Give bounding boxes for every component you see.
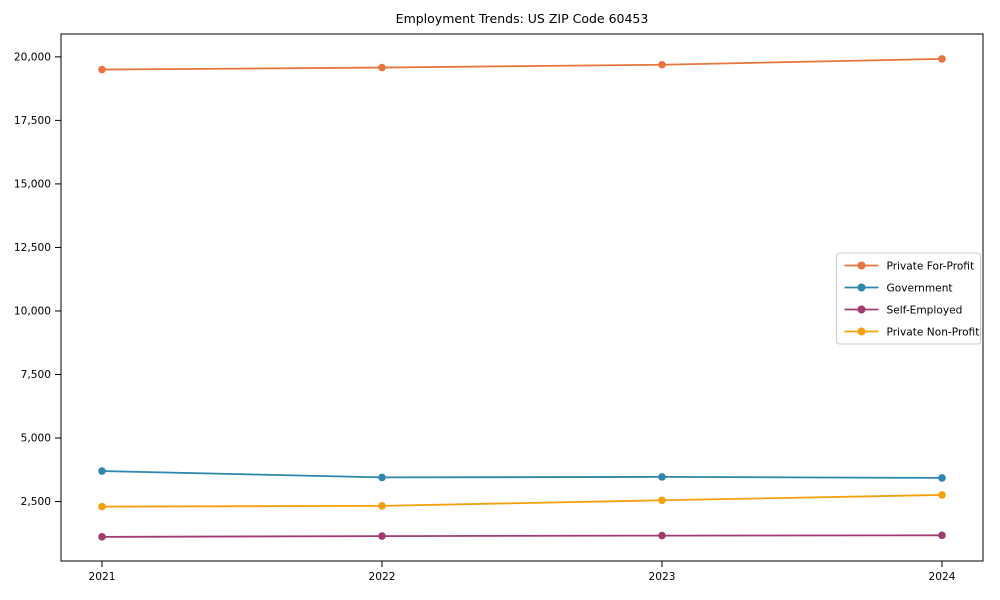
y-tick-label: 5,000 — [21, 433, 52, 445]
data-point-government — [658, 473, 666, 481]
y-tick-label: 2,500 — [21, 496, 52, 508]
y-tick-label: 20,000 — [14, 51, 51, 63]
plot-border — [60, 33, 984, 562]
y-tick-label: 12,500 — [14, 242, 51, 254]
x-tick-label: 2023 — [649, 571, 676, 583]
legend-label-private-for-profit: Private For-Profit — [887, 260, 975, 272]
legend-label-private-non-profit: Private Non-Profit — [887, 326, 980, 338]
data-point-private-non-profit — [98, 502, 106, 511]
series-line-self-employed — [101, 534, 943, 538]
x-tick-label: 2024 — [929, 571, 956, 583]
data-point-government — [378, 473, 386, 482]
y-tick-label: 7,500 — [21, 369, 52, 381]
x-tick-label: 2021 — [89, 571, 116, 583]
data-point-self-employed — [378, 532, 386, 540]
data-point-private-for-profit — [98, 65, 106, 74]
data-point-private-for-profit — [658, 60, 666, 69]
y-tick-label: 10,000 — [14, 306, 51, 318]
legend-label-self-employed: Self-Employed — [887, 304, 963, 316]
legend-label-government: Government — [887, 282, 953, 294]
chart-title: Employment Trends: US ZIP Code 60453 — [395, 11, 649, 26]
data-point-private-non-profit — [938, 491, 946, 499]
data-point-self-employed — [658, 531, 666, 540]
legend-swatch-marker-self-employed — [857, 305, 866, 314]
data-point-self-employed — [938, 531, 946, 540]
y-tick-label: 15,000 — [14, 179, 51, 191]
series-line-private-for-profit — [101, 58, 943, 71]
data-point-government — [938, 474, 946, 482]
y-tick-label: 17,500 — [14, 115, 51, 127]
series-line-government — [101, 470, 943, 479]
data-point-government — [98, 467, 106, 475]
data-point-private-for-profit — [378, 63, 386, 72]
legend-swatch-marker-private-for-profit — [857, 261, 866, 270]
legend-swatch-marker-private-non-profit — [857, 327, 866, 336]
data-point-private-non-profit — [378, 502, 386, 510]
legend-swatch-marker-government — [857, 283, 866, 292]
data-point-private-non-profit — [658, 496, 666, 505]
data-point-self-employed — [98, 533, 106, 541]
x-tick-label: 2022 — [369, 571, 396, 583]
series-line-private-non-profit — [101, 494, 943, 508]
data-point-private-for-profit — [938, 55, 946, 63]
legend-box — [836, 252, 981, 345]
